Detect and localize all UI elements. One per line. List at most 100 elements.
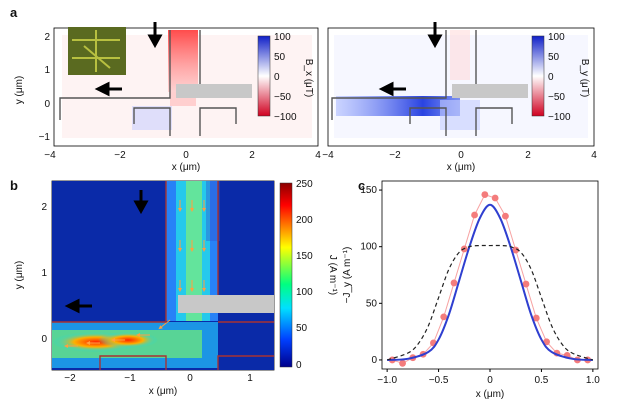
y-axis-a-left: −1 0 1 2 y (μm): [14, 32, 50, 143]
xtick: −2: [64, 373, 76, 384]
data-point: [471, 211, 478, 219]
cb-tick: −50: [548, 92, 565, 103]
current-density-map: [52, 181, 274, 370]
xtick: 1: [247, 373, 253, 384]
xtick: −4: [44, 150, 56, 161]
ytick: 2: [41, 202, 47, 213]
panel-label-c: c: [358, 178, 365, 193]
cb-tick: 100: [548, 32, 565, 43]
y-axis-label: y (μm): [14, 261, 25, 290]
current-arrow-down-icon: [147, 22, 163, 49]
data-point: [502, 212, 509, 220]
y-axis-label: −J_y (A m⁻¹): [342, 247, 353, 304]
x-axis-a-left: −4 −2 0 2 4 x (μm): [44, 150, 321, 173]
device-photo-traces: [72, 30, 120, 72]
colorbar-bx-ticks: 100 50 0 −50 −100 B_x (μT): [274, 32, 314, 123]
data-point: [532, 314, 540, 322]
data-point: [450, 279, 458, 287]
cb-tick: 100: [274, 32, 291, 43]
cb-tick: 0: [296, 360, 302, 371]
cb-tick: 100: [296, 287, 313, 298]
data-point: [512, 246, 520, 254]
xtick: 0: [183, 150, 189, 161]
xtick: −1.0: [377, 375, 397, 386]
cb-tick: 50: [296, 323, 308, 334]
colorbar-label: B_y (μT): [579, 59, 590, 98]
xtick: 0: [487, 375, 493, 386]
xtick: −0.5: [429, 375, 449, 386]
current-arrow-left-icon: [378, 81, 406, 97]
colorbar-bx: [257, 35, 271, 117]
cb-tick: 0: [274, 72, 280, 83]
y-axis-c: 0 50 100 150: [360, 185, 382, 366]
data-point: [543, 338, 550, 346]
xtick: 4: [315, 150, 321, 161]
colorbar-j: [279, 182, 293, 368]
panel-c: −1.0 −0.5 0 0.5 1.0 0 50 100 150 x (μm) −J_y (A…: [342, 180, 600, 400]
x-axis-label: x (μm): [476, 389, 505, 400]
xtick: 2: [525, 150, 531, 161]
plot-area: [381, 180, 599, 370]
cb-tick: 250: [296, 179, 313, 190]
panel-label-b: b: [10, 178, 18, 193]
panel-b: −2 −1 0 1 x (μm) 0 1 2 y (μm) 250 200 15…: [14, 179, 338, 397]
xtick: 2: [249, 150, 255, 161]
series-layer: [386, 191, 594, 367]
gray-electrode: [176, 84, 252, 98]
gray-electrode: [178, 295, 274, 313]
current-arrow-left-icon: [64, 298, 92, 314]
cb-tick: 50: [274, 52, 286, 63]
y-axis-label: y (μm): [14, 76, 25, 105]
data-point: [481, 191, 489, 198]
colorbar-j-ticks: 250 200 150 100 50 0 J (A m⁻¹): [296, 179, 338, 371]
ytick: 100: [360, 242, 377, 253]
xtick: −4: [322, 150, 334, 161]
x-axis-b: −2 −1 0 1 x (μm): [64, 373, 253, 397]
cb-tick: −100: [274, 112, 297, 123]
fit-line: [387, 203, 593, 361]
xtick: 0: [187, 373, 193, 384]
data-point: [440, 313, 448, 321]
xtick: −2: [389, 150, 401, 161]
xtick: −2: [114, 150, 126, 161]
model-dashed-line: [386, 244, 594, 361]
colorbar-label: J (A m⁻¹): [327, 255, 338, 295]
cb-tick: −100: [548, 112, 571, 123]
y-axis-b: 0 1 2 y (μm): [14, 202, 47, 345]
current-arrow-left-icon: [94, 81, 122, 97]
x-axis-label: x (μm): [172, 162, 201, 173]
panel-a-right: −4 −2 0 2 4 x (μm) 100 50 0 −50 −100 B_y…: [322, 22, 597, 173]
data-point: [399, 359, 406, 367]
ytick: 1: [41, 268, 47, 279]
x-axis-a-right: −4 −2 0 2 4 x (μm): [322, 150, 597, 173]
current-vectors: [64, 200, 206, 348]
panel-label-a: a: [10, 5, 18, 20]
gray-electrode: [452, 84, 528, 98]
xtick: 0.5: [534, 375, 548, 386]
xtick: −1: [124, 373, 136, 384]
cb-tick: −50: [274, 92, 291, 103]
ytick: 0: [371, 355, 377, 366]
cb-tick: 150: [296, 251, 313, 262]
current-arrow-down-icon: [133, 190, 149, 215]
ytick: 2: [44, 32, 50, 43]
xtick: 1.0: [586, 375, 600, 386]
x-axis-label: x (μm): [149, 386, 178, 397]
x-axis-c: −1.0 −0.5 0 0.5 1.0: [377, 369, 600, 386]
colorbar-by: [531, 35, 545, 117]
ytick: 0: [41, 334, 47, 345]
device-outline: [331, 30, 513, 136]
current-arrow-down-icon: [427, 22, 443, 49]
cb-tick: 0: [548, 72, 554, 83]
panel-a-left: −4 −2 0 2 4 x (μm) −1 0 1 2 y (μm) 100 5…: [14, 22, 321, 173]
device-outline: [59, 30, 237, 136]
data-point: [491, 194, 499, 202]
device-outline: [52, 181, 274, 370]
cb-tick: 50: [548, 52, 560, 63]
cb-tick: 200: [296, 215, 313, 226]
ytick: 0: [44, 99, 50, 110]
xtick: 4: [591, 150, 597, 161]
ytick: −1: [39, 132, 51, 143]
x-axis-label: x (μm): [447, 162, 476, 173]
